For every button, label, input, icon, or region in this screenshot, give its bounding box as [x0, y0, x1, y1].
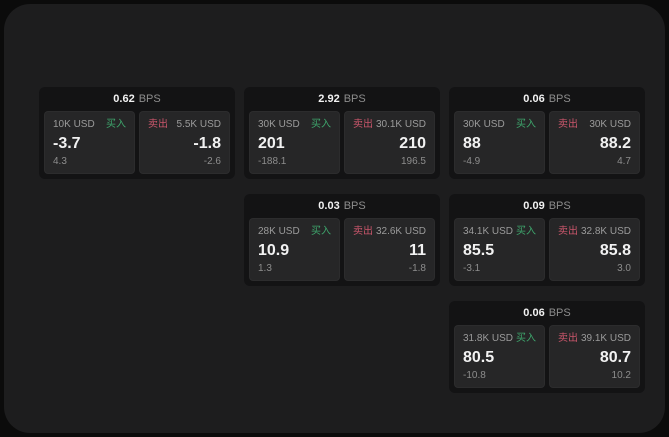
- sell-delta: 3.0: [617, 263, 631, 274]
- buy-price: -3.7: [53, 134, 81, 152]
- spread-unit: BPS: [343, 200, 366, 212]
- buy-amount: 30K USD: [258, 119, 300, 130]
- sell-panel[interactable]: 卖出 30K USD 88.2 4.7: [549, 111, 640, 174]
- sell-side-label: 卖出: [353, 119, 373, 130]
- sell-price: 80.7: [599, 348, 631, 366]
- spread-value: 0.06: [523, 307, 545, 319]
- buy-amount: 31.8K USD: [463, 333, 514, 344]
- quote-panels: 30K USD 买入 201 -188.1 卖出 30.1K USD 210 1…: [249, 111, 435, 174]
- sell-price: 11: [409, 241, 426, 259]
- sell-price: 85.8: [599, 241, 631, 259]
- spread-header: 0.03 BPS: [244, 194, 440, 218]
- sell-price: 210: [399, 134, 426, 152]
- buy-delta: -4.9: [463, 156, 481, 167]
- quote-panels: 30K USD 买入 88 -4.9 卖出 30K USD 88.2 4.7: [454, 111, 640, 174]
- quote-card: 0.09 BPS 34.1K USD 买入 85.5 -3.1 卖出 32.8K…: [449, 194, 645, 286]
- spread-value: 0.62: [113, 93, 135, 105]
- quote-panels: 34.1K USD 买入 85.5 -3.1 卖出 32.8K USD 85.8…: [454, 218, 640, 281]
- buy-delta: -3.1: [463, 263, 481, 274]
- buy-delta: -188.1: [258, 156, 287, 167]
- spread-value: 0.03: [318, 200, 340, 212]
- spread-unit: BPS: [548, 93, 571, 105]
- sell-panel[interactable]: 卖出 32.6K USD 11 -1.8: [344, 218, 435, 281]
- spread-header: 0.62 BPS: [39, 87, 235, 111]
- sell-amount: 32.8K USD: [580, 226, 631, 237]
- quote-card: 2.92 BPS 30K USD 买入 201 -188.1 卖出 30.1K …: [244, 87, 440, 179]
- sell-panel[interactable]: 卖出 5.5K USD -1.8 -2.6: [139, 111, 230, 174]
- buy-price: 80.5: [463, 348, 495, 366]
- sell-delta: -2.6: [203, 156, 221, 167]
- sell-panel[interactable]: 卖出 32.8K USD 85.8 3.0: [549, 218, 640, 281]
- sell-amount: 30.1K USD: [375, 119, 426, 130]
- quote-card: 0.03 BPS 28K USD 买入 10.9 1.3 卖出 32.6K US…: [244, 194, 440, 286]
- app-frame: 0.62 BPS 10K USD 买入 -3.7 4.3 卖出 5.5K USD: [4, 4, 665, 433]
- sell-side-label: 卖出: [558, 226, 578, 237]
- sell-side-label: 卖出: [353, 226, 373, 237]
- quote-panels: 28K USD 买入 10.9 1.3 卖出 32.6K USD 11 -1.8: [249, 218, 435, 281]
- spread-value: 0.09: [523, 200, 545, 212]
- buy-side-label: 买入: [516, 226, 536, 237]
- spread-header: 0.06 BPS: [449, 87, 645, 111]
- sell-delta: -1.8: [408, 263, 426, 274]
- quote-card: 0.06 BPS 30K USD 买入 88 -4.9 卖出 30K USD: [449, 87, 645, 179]
- spread-header: 0.09 BPS: [449, 194, 645, 218]
- quote-panels: 31.8K USD 买入 80.5 -10.8 卖出 39.1K USD 80.…: [454, 325, 640, 388]
- spread-unit: BPS: [138, 93, 161, 105]
- spread-header: 2.92 BPS: [244, 87, 440, 111]
- buy-delta: 4.3: [53, 156, 67, 167]
- buy-amount: 30K USD: [463, 119, 505, 130]
- spread-unit: BPS: [548, 200, 571, 212]
- buy-amount: 10K USD: [53, 119, 95, 130]
- buy-panel[interactable]: 10K USD 买入 -3.7 4.3: [44, 111, 135, 174]
- sell-amount: 32.6K USD: [375, 226, 426, 237]
- buy-panel[interactable]: 31.8K USD 买入 80.5 -10.8: [454, 325, 545, 388]
- spread-unit: BPS: [343, 93, 366, 105]
- sell-price: -1.8: [193, 134, 221, 152]
- buy-side-label: 买入: [311, 226, 331, 237]
- sell-side-label: 卖出: [558, 119, 578, 130]
- buy-amount: 28K USD: [258, 226, 300, 237]
- quote-card: 0.62 BPS 10K USD 买入 -3.7 4.3 卖出 5.5K USD: [39, 87, 235, 179]
- sell-amount: 30K USD: [589, 119, 631, 130]
- quote-card: 0.06 BPS 31.8K USD 买入 80.5 -10.8 卖出 39.1…: [449, 301, 645, 393]
- buy-price: 88: [463, 134, 481, 152]
- sell-amount: 39.1K USD: [580, 333, 631, 344]
- buy-panel[interactable]: 30K USD 买入 88 -4.9: [454, 111, 545, 174]
- quote-grid: 0.62 BPS 10K USD 买入 -3.7 4.3 卖出 5.5K USD: [39, 87, 645, 393]
- spread-value: 2.92: [318, 93, 340, 105]
- buy-price: 201: [258, 134, 285, 152]
- sell-price: 88.2: [599, 134, 631, 152]
- buy-price: 10.9: [258, 241, 290, 259]
- sell-amount: 5.5K USD: [176, 119, 221, 130]
- buy-amount: 34.1K USD: [463, 226, 514, 237]
- quote-panels: 10K USD 买入 -3.7 4.3 卖出 5.5K USD -1.8 -2.…: [44, 111, 230, 174]
- sell-panel[interactable]: 卖出 30.1K USD 210 196.5: [344, 111, 435, 174]
- buy-panel[interactable]: 34.1K USD 买入 85.5 -3.1: [454, 218, 545, 281]
- sell-delta: 4.7: [617, 156, 631, 167]
- sell-side-label: 卖出: [558, 333, 578, 344]
- buy-panel[interactable]: 30K USD 买入 201 -188.1: [249, 111, 340, 174]
- buy-delta: -10.8: [463, 370, 486, 381]
- sell-panel[interactable]: 卖出 39.1K USD 80.7 10.2: [549, 325, 640, 388]
- buy-side-label: 买入: [516, 119, 536, 130]
- spread-value: 0.06: [523, 93, 545, 105]
- buy-delta: 1.3: [258, 263, 272, 274]
- spread-header: 0.06 BPS: [449, 301, 645, 325]
- buy-side-label: 买入: [106, 119, 126, 130]
- sell-delta: 10.2: [611, 370, 631, 381]
- buy-panel[interactable]: 28K USD 买入 10.9 1.3: [249, 218, 340, 281]
- buy-price: 85.5: [463, 241, 495, 259]
- sell-delta: 196.5: [400, 156, 426, 167]
- buy-side-label: 买入: [311, 119, 331, 130]
- spread-unit: BPS: [548, 307, 571, 319]
- buy-side-label: 买入: [516, 333, 536, 344]
- sell-side-label: 卖出: [148, 119, 168, 130]
